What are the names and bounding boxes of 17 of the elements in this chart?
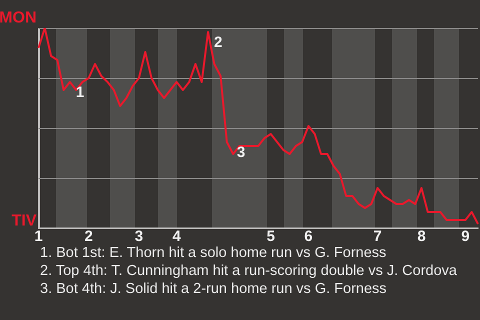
- annotation: 1: [76, 84, 84, 102]
- x-tick-label: 9: [461, 228, 470, 246]
- x-tick-label: 8: [417, 228, 426, 246]
- x-tick-label: 4: [172, 228, 182, 246]
- text: 3. Bot 4th: J. Solid hit a 2-run home run vs G. Forness: [40, 280, 388, 298]
- annotation: 2: [214, 34, 222, 52]
- x-tick-label: 1: [34, 228, 43, 246]
- x-tick-label: 7: [373, 228, 382, 246]
- text: 2. Top 4th: T. Cunningham hit a run-scoring double vs J. Cordova: [40, 262, 457, 280]
- x-tick-label: 3: [134, 228, 144, 246]
- x-tick-label: 6: [304, 228, 313, 246]
- x-tick-label: 5: [266, 228, 275, 246]
- text: TIV: [12, 212, 37, 230]
- text: 1. Bot 1st: E. Thorn hit a solo home run vs G. Forness: [40, 244, 388, 262]
- x-tick-label: 2: [84, 228, 93, 246]
- annotation: 3: [236, 144, 246, 162]
- text: MON: [0, 9, 36, 26]
